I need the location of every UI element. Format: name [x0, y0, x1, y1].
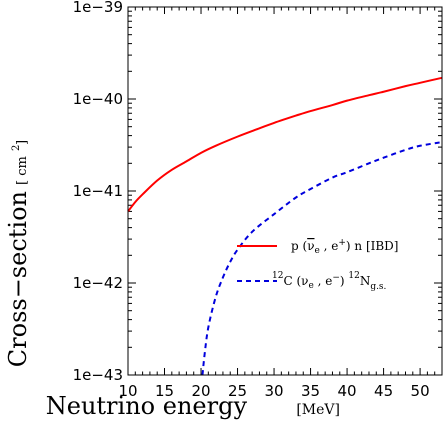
x-tick-label: 20 — [191, 382, 210, 400]
series-line-1 — [201, 141, 443, 376]
x-axis-unit: [MeV] — [296, 402, 340, 418]
x-tick-label: 35 — [301, 382, 320, 400]
y-tick-label: 1e−41 — [73, 182, 123, 200]
plot-area — [128, 7, 442, 375]
y-ticks: 1e−43 1e−42 1e−41 1e−40 1e−39 — [73, 0, 442, 384]
x-tick-label: 40 — [338, 382, 357, 400]
y-tick-label: 1e−42 — [73, 274, 123, 292]
plot-frame — [127, 6, 443, 376]
x-tick-label: 25 — [228, 382, 247, 400]
x-tick-label: 50 — [411, 382, 430, 400]
y-axis-unit-exp: 2 — [11, 145, 22, 151]
y-tick-label: 1e−43 — [73, 366, 123, 384]
x-tick-label: 10 — [118, 382, 137, 400]
y-tick-label: 1e−39 — [73, 0, 123, 16]
x-axis-title: Neutrino energy — [46, 392, 248, 420]
y-axis-unit: [ cm — [15, 156, 30, 185]
legend-label-c12: 12C (νe , e−) 12Ng.s. — [272, 271, 387, 292]
y-axis-unit-close: ] — [15, 140, 30, 145]
y-axis-title: Cross−section — [4, 191, 32, 367]
x-tick-label: 45 — [374, 382, 393, 400]
series-layer — [127, 76, 443, 376]
x-tick-label: 30 — [264, 382, 283, 400]
x-ticks: 10 15 20 25 30 35 40 45 50 — [118, 7, 436, 400]
y-axis-title-group: Cross−section [ cm 2 ] — [4, 140, 32, 367]
y-tick-label: 1e−40 — [73, 90, 123, 108]
x-tick-label: 15 — [155, 382, 174, 400]
series-line-0 — [127, 76, 443, 213]
